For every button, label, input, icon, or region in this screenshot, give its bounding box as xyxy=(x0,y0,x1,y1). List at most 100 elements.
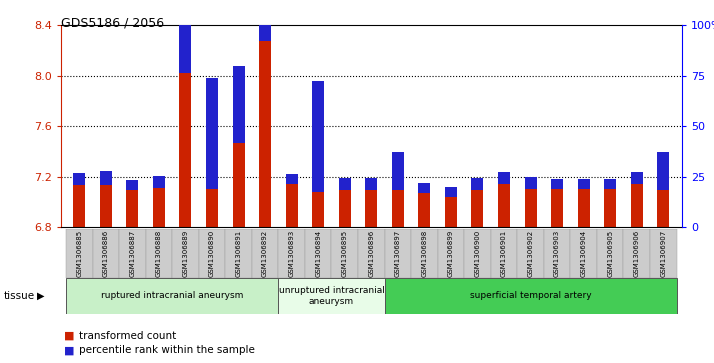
Bar xyxy=(650,229,677,278)
Bar xyxy=(66,278,278,314)
Bar xyxy=(100,185,112,227)
Bar xyxy=(338,178,351,190)
Bar xyxy=(286,174,298,184)
Bar xyxy=(630,172,643,184)
Bar xyxy=(172,229,198,278)
Bar xyxy=(385,278,677,314)
Text: GSM1306899: GSM1306899 xyxy=(448,229,454,277)
Bar xyxy=(658,190,669,227)
Bar xyxy=(491,229,517,278)
Text: GSM1306897: GSM1306897 xyxy=(395,229,401,277)
Text: GSM1306886: GSM1306886 xyxy=(103,229,109,277)
Bar xyxy=(438,229,464,278)
Text: ■: ■ xyxy=(64,345,75,355)
Text: ■: ■ xyxy=(64,331,75,341)
Text: GSM1306906: GSM1306906 xyxy=(634,229,640,277)
Bar xyxy=(525,189,536,227)
Bar xyxy=(312,192,324,227)
Text: GSM1306898: GSM1306898 xyxy=(421,229,428,277)
Text: GSM1306888: GSM1306888 xyxy=(156,229,162,277)
Bar xyxy=(630,184,643,227)
Bar xyxy=(604,189,616,227)
Bar xyxy=(126,190,139,227)
Bar xyxy=(570,229,597,278)
Bar xyxy=(418,183,431,193)
Bar xyxy=(471,190,483,227)
Text: GSM1306892: GSM1306892 xyxy=(262,230,268,277)
Bar xyxy=(385,229,411,278)
Bar xyxy=(338,190,351,227)
Bar xyxy=(153,176,165,188)
Text: GSM1306901: GSM1306901 xyxy=(501,229,507,277)
Bar xyxy=(252,229,278,278)
Text: GSM1306889: GSM1306889 xyxy=(183,229,188,277)
Text: GSM1306896: GSM1306896 xyxy=(368,229,374,277)
Bar xyxy=(411,229,438,278)
Bar xyxy=(604,179,616,189)
Text: GSM1306890: GSM1306890 xyxy=(209,229,215,277)
Bar xyxy=(179,73,191,227)
Text: GSM1306891: GSM1306891 xyxy=(236,229,241,277)
Text: GSM1306902: GSM1306902 xyxy=(528,230,533,277)
Text: GSM1306893: GSM1306893 xyxy=(288,229,295,277)
Bar xyxy=(74,185,85,227)
Bar xyxy=(74,173,85,185)
Bar xyxy=(119,229,146,278)
Bar xyxy=(392,190,404,227)
Bar xyxy=(445,187,457,197)
Bar xyxy=(358,229,385,278)
Bar xyxy=(551,189,563,227)
Bar xyxy=(498,184,510,227)
Bar xyxy=(233,143,244,227)
Bar xyxy=(93,229,119,278)
Text: GSM1306900: GSM1306900 xyxy=(475,229,481,277)
Bar xyxy=(392,152,404,190)
Bar xyxy=(658,152,669,190)
Bar xyxy=(153,188,165,227)
Bar xyxy=(259,0,271,41)
Bar xyxy=(517,229,544,278)
Text: unruptured intracranial
aneurysm: unruptured intracranial aneurysm xyxy=(278,286,384,306)
Text: GSM1306894: GSM1306894 xyxy=(315,230,321,277)
Bar xyxy=(233,66,244,143)
Bar xyxy=(278,278,385,314)
Bar xyxy=(305,229,331,278)
Bar xyxy=(198,229,226,278)
Text: superficial temporal artery: superficial temporal artery xyxy=(470,291,591,300)
Bar xyxy=(418,193,431,227)
Bar xyxy=(578,189,590,227)
Bar xyxy=(366,178,377,190)
Bar xyxy=(623,229,650,278)
Bar xyxy=(464,229,491,278)
Bar xyxy=(278,229,305,278)
Bar xyxy=(312,81,324,192)
Bar xyxy=(259,41,271,227)
Bar xyxy=(286,184,298,227)
Bar xyxy=(525,177,536,189)
Text: GDS5186 / 2056: GDS5186 / 2056 xyxy=(61,16,164,29)
Bar xyxy=(179,0,191,73)
Bar xyxy=(366,190,377,227)
Bar xyxy=(597,229,623,278)
Bar xyxy=(66,229,93,278)
Bar xyxy=(551,179,563,189)
Bar xyxy=(578,179,590,189)
Text: GSM1306887: GSM1306887 xyxy=(129,229,136,277)
Bar xyxy=(126,180,139,190)
Text: GSM1306885: GSM1306885 xyxy=(76,230,82,277)
Text: GSM1306907: GSM1306907 xyxy=(660,229,666,277)
Bar xyxy=(226,229,252,278)
Text: GSM1306905: GSM1306905 xyxy=(607,230,613,277)
Text: tissue: tissue xyxy=(4,291,35,301)
Bar xyxy=(100,171,112,185)
Bar xyxy=(544,229,570,278)
Bar xyxy=(471,178,483,190)
Text: transformed count: transformed count xyxy=(79,331,176,341)
Bar xyxy=(206,189,218,227)
Text: GSM1306895: GSM1306895 xyxy=(342,230,348,277)
Bar xyxy=(146,229,172,278)
Bar xyxy=(498,172,510,184)
Bar xyxy=(445,197,457,227)
Text: ▶: ▶ xyxy=(37,291,45,301)
Text: GSM1306903: GSM1306903 xyxy=(554,229,560,277)
